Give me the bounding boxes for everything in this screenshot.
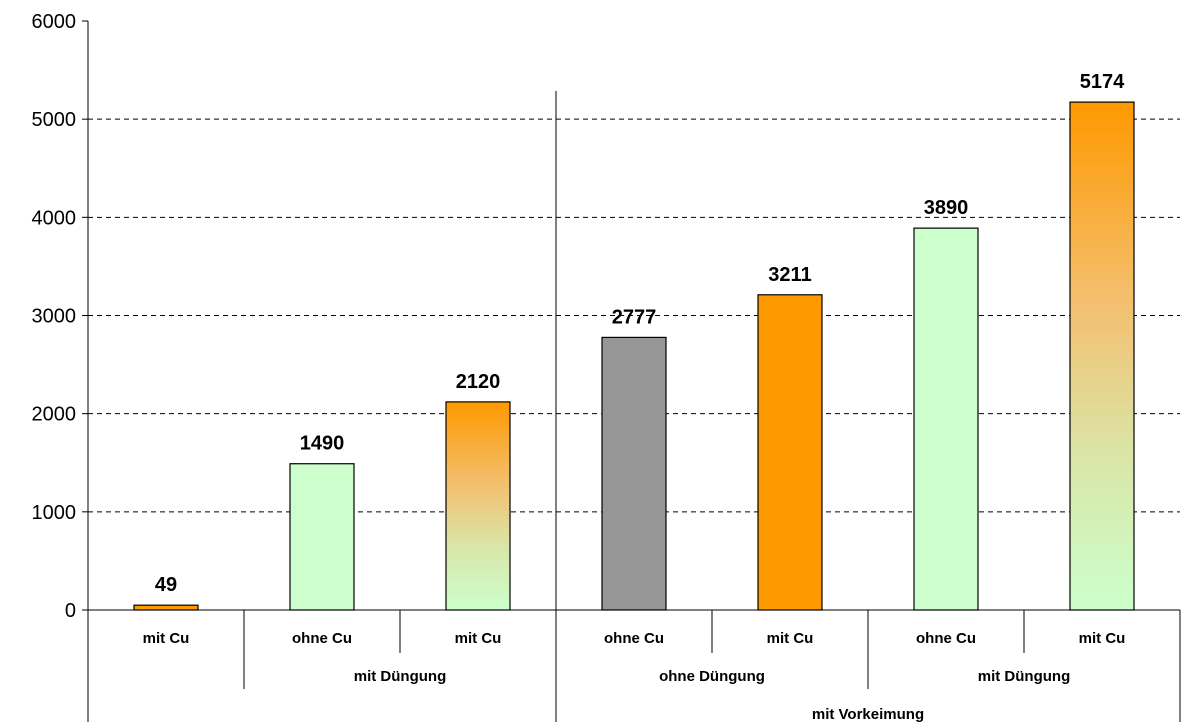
axes: 0 1000 2000 3000 4000 5000 6000: [32, 11, 1181, 722]
data-label: 2777: [612, 306, 657, 328]
bar: [757, 294, 823, 611]
category-label: ohne Cu: [292, 630, 352, 647]
bar: [445, 401, 511, 611]
labels: 49 1490 2120 2777 3211 3890 5174 mit Cu ohne Cu m…: [143, 71, 1126, 723]
data-label: 5174: [1080, 71, 1125, 93]
group-label: ohne Düngung: [659, 668, 765, 685]
gridlines: [88, 118, 1180, 513]
bar: [289, 463, 355, 611]
category-label: ohne Cu: [916, 630, 976, 647]
bar: [1069, 101, 1135, 611]
y-tick-label: 1000: [32, 502, 77, 524]
category-label: mit Cu: [143, 630, 190, 647]
data-label: 2120: [456, 371, 501, 393]
bar: [913, 227, 979, 611]
group-label: mit Düngung: [354, 668, 446, 685]
category-label: ohne Cu: [604, 630, 664, 647]
bar: [133, 604, 199, 611]
bar: [601, 336, 667, 611]
y-tick-label: 3000: [32, 306, 77, 328]
data-label: 1490: [300, 433, 345, 455]
y-tick-label: 4000: [32, 207, 77, 229]
group-label: mit Düngung: [978, 668, 1070, 685]
data-label: 3890: [924, 197, 969, 219]
y-tick-label: 5000: [32, 109, 77, 131]
y-tick-label: 2000: [32, 404, 77, 426]
y-tick-label: 6000: [32, 11, 77, 33]
data-label: 49: [155, 574, 177, 596]
category-label: mit Cu: [1079, 630, 1126, 647]
data-label: 3211: [768, 264, 811, 286]
supergroup-label: mit Vorkeimung: [812, 706, 924, 723]
y-tick-label: 0: [65, 600, 76, 622]
bars: [133, 101, 1135, 611]
category-label: mit Cu: [767, 630, 814, 647]
category-label: mit Cu: [455, 630, 502, 647]
